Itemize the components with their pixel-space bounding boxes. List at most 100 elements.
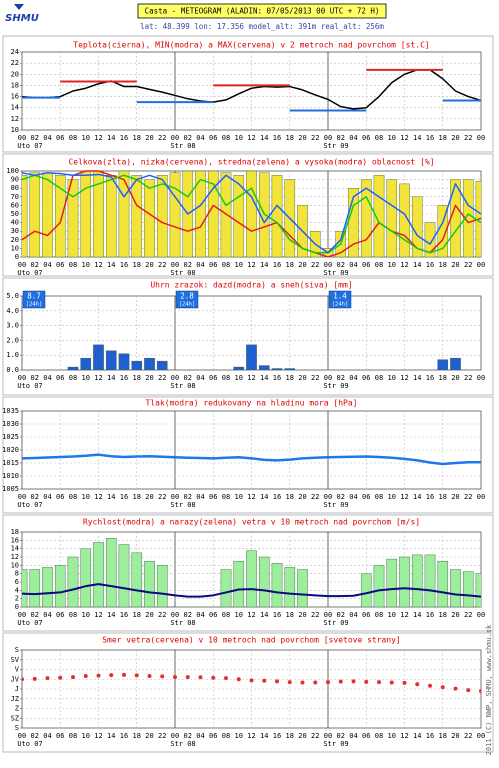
y-tick-label: 10 [11,561,19,569]
y-tick-label: 14 [11,104,19,112]
x-tick-label: 22 [158,611,166,619]
y-tick-label: Z [15,705,19,713]
x-tick-label: 00 [171,261,179,269]
x-tick-label: 12 [94,374,102,382]
day-label: Uto 07 [17,501,42,509]
bar [284,567,296,607]
x-tick-label: 00 [477,134,485,142]
x-tick-label: 10 [388,493,396,501]
x-tick-label: 16 [426,732,434,740]
x-tick-label: 02 [31,611,39,619]
x-tick-label: 14 [260,611,268,619]
line [22,453,481,466]
point [224,676,228,681]
daily-total-box [328,290,352,309]
x-tick-label: 12 [247,261,255,269]
day-label: Str 08 [170,142,195,150]
x-tick-label: 14 [107,261,115,269]
point [300,680,305,685]
bar [399,556,410,607]
y-tick-label: 24 [11,48,19,56]
x-tick-label: 20 [145,611,153,619]
x-tick-label: 00 [18,611,26,619]
point [287,680,292,685]
x-tick-label: 04 [196,732,204,740]
point [440,685,445,690]
x-tick-label: 18 [133,261,141,269]
panel: Smer vetra(cervena) v 10 metroch nad pov… [2,632,494,753]
x-tick-label: 18 [133,611,141,619]
x-tick-label: 10 [82,493,90,501]
x-tick-label: 06 [56,732,64,740]
x-tick-label: 02 [184,732,192,740]
x-tick-label: 18 [286,134,294,142]
y-tick-label: 4.0 [6,307,19,315]
x-tick-label: 00 [324,493,332,501]
x-tick-label: 08 [222,374,230,382]
bar [246,170,257,257]
x-tick-label: 14 [260,374,268,382]
x-tick-label: 00 [18,261,26,269]
bar [437,560,449,607]
y-tick-label: 14 [11,545,19,553]
x-tick-label: 10 [388,261,396,269]
x-tick-label: 22 [158,261,166,269]
x-tick-label: 06 [56,611,64,619]
x-tick-label: 08 [375,374,383,382]
point [122,672,126,677]
x-tick-label: 20 [451,134,459,142]
x-tick-label: 20 [451,374,459,382]
bar [80,548,92,607]
point [185,675,190,680]
x-tick-label: 20 [298,493,306,501]
x-tick-label: 04 [349,493,357,501]
x-tick-label: 04 [43,374,51,382]
x-tick-label: 10 [82,374,90,382]
x-tick-label: 04 [43,134,51,142]
x-tick-label: 12 [94,732,102,740]
x-tick-label: 02 [31,493,39,501]
x-tick-label: 20 [451,493,459,501]
x-tick-label: 02 [337,493,345,501]
daily-total: 8.7 [27,292,41,301]
x-tick-label: 14 [413,261,421,269]
x-tick-label: 00 [477,261,485,269]
x-tick-label: 12 [400,732,408,740]
x-tick-label: 06 [362,493,370,501]
logo-text: SHMU [5,13,39,24]
bar [54,565,66,607]
y-tick-label: 90 [11,176,19,184]
x-tick-label: 00 [477,611,485,619]
daily-total-unit: [24h] [179,302,196,308]
x-tick-label: 08 [222,732,230,740]
x-tick-label: 20 [451,261,459,269]
daily-total-box [175,290,199,309]
bar [258,556,270,607]
plot-marks [22,538,481,607]
x-tick-label: 18 [286,374,294,382]
x-tick-label: 12 [94,493,102,501]
x-tick-label: 10 [82,611,90,619]
x-tick-label: 22 [158,732,166,740]
x-tick-label: 08 [222,261,230,269]
x-tick-label: 06 [56,374,64,382]
bar [271,175,283,257]
x-tick-label: 18 [286,261,294,269]
bar [424,554,436,607]
bar [169,172,181,257]
y-tick-label: 40 [11,219,19,227]
x-tick-label: 20 [145,732,153,740]
x-tick-label: 08 [222,611,230,619]
x-tick-label: 04 [196,611,204,619]
x-tick-label: 12 [247,374,255,382]
x-tick-label: 06 [209,374,217,382]
bar [144,560,155,607]
x-tick-label: 14 [413,611,421,619]
x-tick-label: 16 [426,374,434,382]
y-tick-label: S [15,646,19,654]
y-tick-label: SV [11,656,20,664]
point [326,680,330,685]
x-tick-label: 04 [349,374,357,382]
y-tick-label: 18 [11,528,19,536]
x-tick-label: 08 [69,611,77,619]
